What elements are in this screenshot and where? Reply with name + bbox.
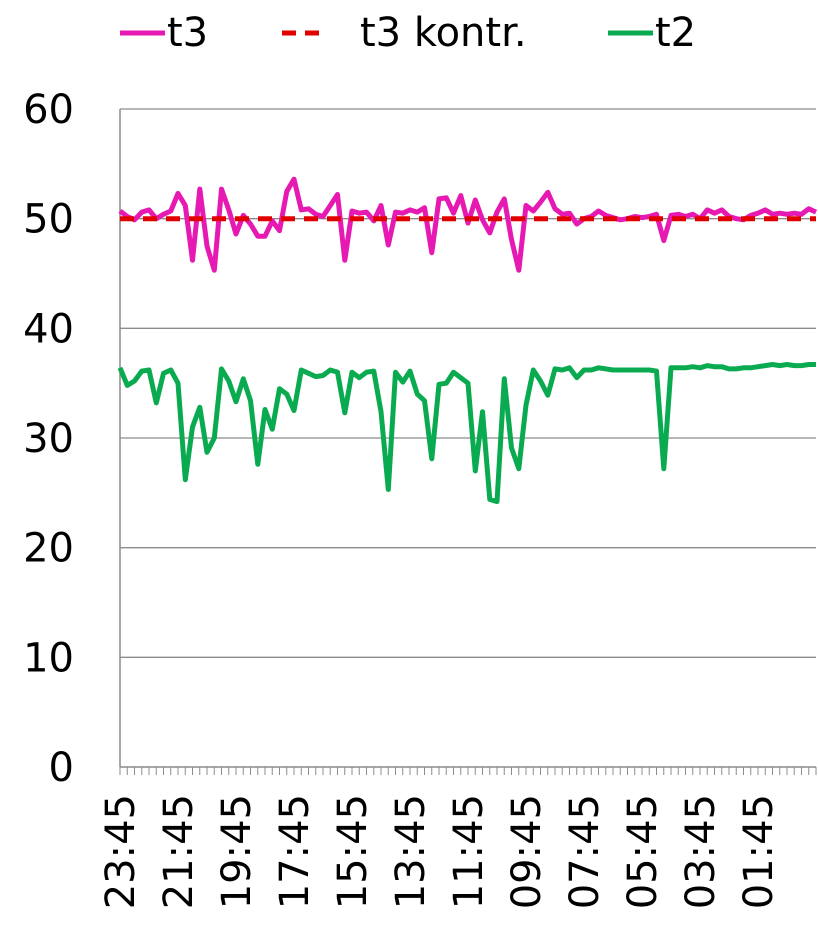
legend-label-t2: t2: [655, 10, 696, 56]
y-tick-label: 50: [23, 197, 74, 243]
y-tick-label: 0: [49, 745, 74, 791]
legend-item-t3-kontr: t3 kontr.: [282, 10, 527, 56]
x-tick-label: 01:45: [736, 794, 782, 909]
legend-item-t3: t3: [120, 10, 208, 56]
x-tick-label: 03:45: [678, 794, 724, 909]
legend: t3 t3 kontr. t2: [120, 10, 696, 56]
y-tick-label: 10: [23, 635, 74, 681]
series-line-t3: [118, 176, 818, 273]
legend-label-t3-kontr: t3 kontr.: [360, 10, 527, 56]
x-tick-label: 11:45: [446, 794, 492, 909]
x-tick-label: 17:45: [272, 794, 318, 909]
y-tick-label: 30: [23, 416, 74, 462]
legend-label-t3: t3: [167, 10, 208, 56]
x-tick-label: 21:45: [156, 794, 202, 909]
x-tick-label: 07:45: [562, 794, 608, 909]
x-tick-label: 15:45: [330, 794, 376, 909]
x-tick-label: 13:45: [388, 794, 434, 909]
x-axis: 23:45 21:45 19:45 17:45 15:45 13:45 11:45 09:45…: [98, 766, 817, 909]
legend-item-t2: t2: [608, 10, 696, 56]
x-tick-label: 09:45: [504, 794, 550, 909]
series-line-t2: [117, 362, 816, 505]
x-tick-label: 19:45: [214, 794, 260, 909]
y-tick-label: 60: [23, 87, 74, 133]
y-axis: 0 10 20 30 40 50 60: [23, 87, 121, 791]
series-layer: [117, 176, 818, 505]
x-tick-label: 23:45: [98, 794, 144, 909]
y-tick-label: 20: [23, 526, 74, 572]
x-tick-label: 05:45: [620, 794, 666, 909]
y-tick-label: 40: [23, 306, 74, 352]
